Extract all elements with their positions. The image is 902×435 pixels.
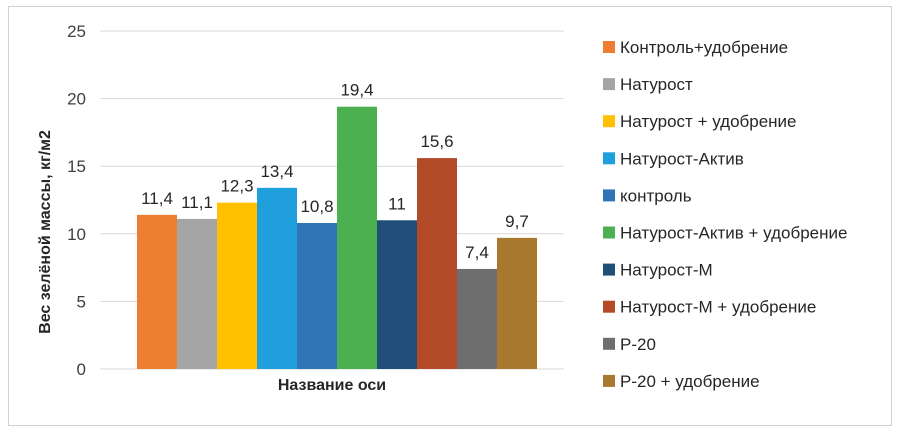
legend-swatch	[603, 374, 615, 387]
data-label: 7,4	[465, 243, 489, 262]
y-axis-title: Вес зелёной массы, кг/м2	[37, 130, 54, 334]
legend-swatch	[603, 152, 615, 165]
y-tick-labels: 0 5 10 15 20 25	[67, 22, 86, 379]
data-label: 10,8	[300, 197, 333, 216]
legend-item: Контроль+удобрение	[603, 38, 788, 57]
data-label: 9,7	[505, 212, 529, 231]
y-tick-label: 5	[77, 292, 86, 311]
legend-item: Натурост-Актив + удобрение	[603, 224, 847, 243]
legend-swatch	[603, 78, 615, 91]
bar	[337, 106, 377, 369]
y-tick-label: 10	[67, 225, 86, 244]
data-label: 11	[388, 194, 406, 213]
legend-swatch	[603, 226, 615, 239]
legend-label: Натурост-М	[620, 261, 713, 280]
bar	[377, 220, 417, 369]
legend-label: Натурост	[620, 75, 693, 94]
data-label: 15,6	[420, 132, 453, 151]
legend-item: Натурост-Актив	[603, 149, 744, 168]
bar	[417, 158, 457, 369]
legend-label: Натурост + удобрение	[620, 112, 797, 131]
y-tick-label: 0	[77, 360, 86, 379]
bar	[177, 218, 217, 369]
legend-label: Натурост-М + удобрение	[620, 298, 816, 317]
bar	[497, 237, 537, 369]
y-tick-label: 20	[67, 90, 86, 109]
legend-item: Натурост-М + удобрение	[603, 298, 816, 317]
bars	[137, 106, 537, 369]
legend-swatch	[603, 263, 615, 276]
legend-label: контроль	[620, 186, 692, 205]
x-axis-title: Название оси	[278, 377, 386, 394]
legend-label: Контроль+удобрение	[620, 38, 788, 57]
legend-item: Р-20 + удобрение	[603, 372, 760, 391]
legend-label: Натурост-Актив + удобрение	[620, 224, 847, 243]
legend-label: Р-20 + удобрение	[620, 372, 760, 391]
legend-swatch	[603, 300, 615, 313]
bar	[217, 202, 257, 369]
legend-label: Натурост-Актив	[620, 149, 744, 168]
data-label: 11,1	[181, 193, 213, 212]
legend-swatch	[603, 189, 615, 202]
data-label: 19,4	[340, 81, 373, 100]
data-label: 11,4	[141, 189, 173, 208]
legend-item: Натурост-М	[603, 261, 713, 280]
bar	[257, 187, 297, 369]
legend-item: контроль	[603, 186, 692, 205]
legend-item: Натурост	[603, 75, 693, 94]
bar	[297, 222, 337, 369]
legend-label: Р-20	[620, 335, 656, 354]
legend-swatch	[603, 337, 615, 350]
data-label: 13,4	[260, 162, 293, 181]
bar	[457, 268, 497, 369]
y-tick-label: 25	[67, 22, 86, 41]
legend-swatch	[603, 41, 615, 53]
data-labels: 11,4 11,1 12,3 13,4 10,8 19,4 11 15,6 7,4 9,7	[141, 81, 529, 262]
bar	[137, 214, 177, 369]
y-tick-label: 15	[67, 157, 86, 176]
legend-item: Натурост + удобрение	[603, 112, 797, 131]
legend-swatch	[603, 115, 615, 128]
legend: Контроль+удобрение Натурост Натурост + удо…	[603, 38, 847, 391]
legend-item: Р-20	[603, 335, 656, 354]
data-label: 12,3	[220, 177, 253, 196]
